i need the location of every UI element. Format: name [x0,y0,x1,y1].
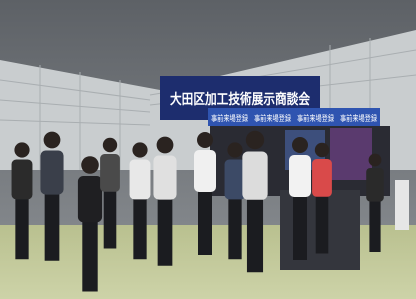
page: {"scene": { "banner": {"title": "大田区加工技術… [0,0,416,299]
person-torso [225,160,246,200]
person-torso [100,154,120,192]
poster [330,128,372,180]
person-torso [289,155,311,197]
person-legs [228,193,241,260]
person-legs [369,196,380,252]
person-head [14,142,29,157]
person-head [246,131,264,149]
person-torso [153,156,176,200]
person-head [197,132,213,148]
photo: 大田区加工技術展示商談会 事前来場登録事前来場登録事前来場登録事前来場登録 [0,0,416,299]
person-torso [366,168,384,202]
registration-sign: 事前来場登録 [340,113,377,123]
person-head [44,132,61,149]
person-legs [293,190,307,260]
person-torso [12,160,33,200]
person-head [315,143,329,157]
person-torso [194,150,216,192]
person-head [292,137,308,153]
registration-sign: 事前来場登録 [297,113,334,123]
person-head [227,142,242,157]
person-legs [82,215,97,292]
person-legs [316,191,329,254]
person-torso [312,159,332,197]
person-head [81,156,99,174]
person-torso [40,151,63,195]
person-legs [158,192,173,266]
person-torso [242,152,267,200]
person-legs [247,192,263,273]
person-torso [78,176,102,222]
banner-title: 大田区加工技術展示商談会 [170,91,311,108]
person-head [132,142,147,157]
person-head [157,137,174,154]
person-legs [104,186,117,249]
person-head [103,138,117,152]
person-legs [133,193,146,260]
person-legs [45,187,60,261]
registration-sign: 事前来場登録 [254,113,291,123]
registration-sign: 事前来場登録 [211,113,248,123]
person-legs [198,185,212,255]
person-head [369,154,382,167]
stand [395,180,409,230]
person-legs [15,193,28,260]
person-torso [130,160,151,200]
